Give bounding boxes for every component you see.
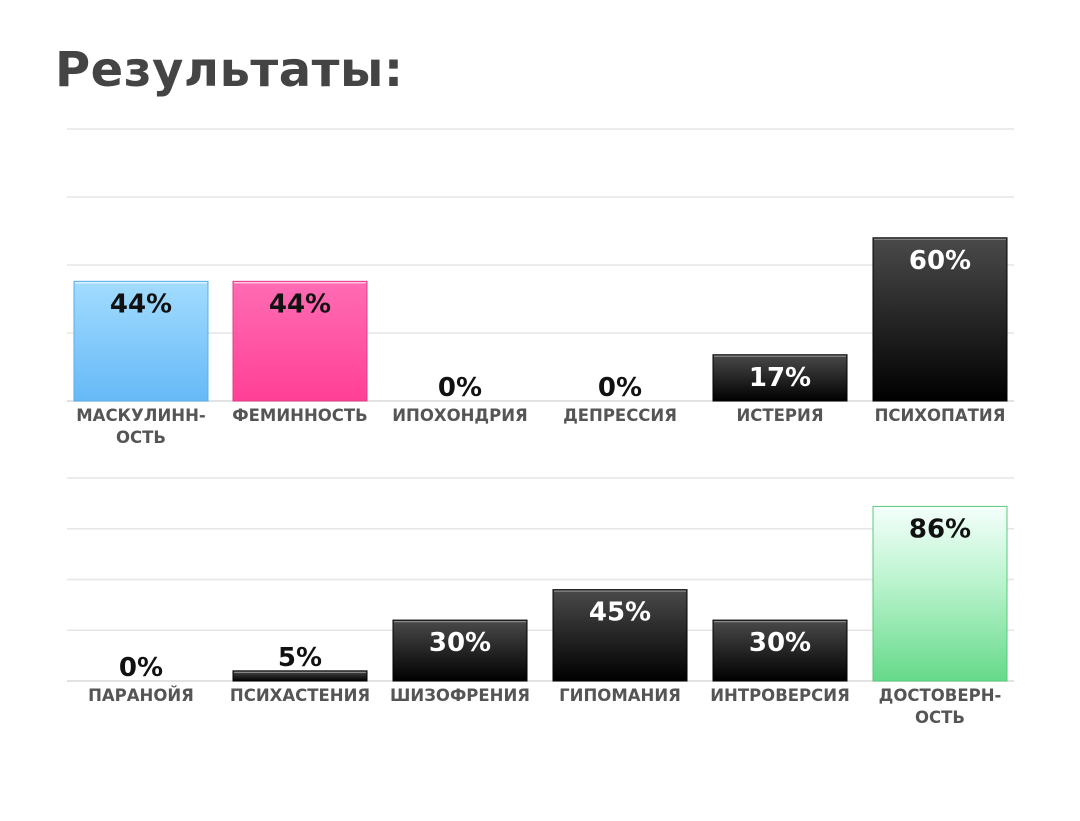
value-label: 44% bbox=[110, 289, 172, 319]
category-label: ДЕПРЕССИЯ bbox=[563, 406, 677, 425]
category-label: ПАРАНОЙЯ bbox=[88, 686, 194, 705]
bar bbox=[712, 354, 848, 402]
chart-bottom: 0% ПАРАНОЙЯ 5% ПСИХАСТЕНИЯ 30% ШИЗОФРЕНИЯ 45% Г… bbox=[67, 477, 1014, 727]
value-label: 30% bbox=[429, 628, 491, 658]
category-label: ГИПОМАНИЯ bbox=[559, 686, 681, 705]
category-label: ПСИХАСТЕНИЯ bbox=[230, 686, 370, 705]
bar bbox=[872, 237, 1008, 402]
value-label: 0% bbox=[598, 373, 642, 403]
bar bbox=[712, 619, 848, 682]
bar bbox=[232, 670, 368, 682]
category-label: ШИЗОФРЕНИЯ bbox=[390, 686, 530, 705]
page-title: Результаты: bbox=[55, 42, 404, 98]
category-label: ИНТРОВЕРСИЯ bbox=[710, 686, 850, 705]
category-label: ДОСТОВЕРН-ОСТЬ bbox=[879, 686, 1002, 727]
value-label: 45% bbox=[589, 598, 651, 628]
bar bbox=[73, 280, 209, 402]
value-label: 60% bbox=[909, 246, 971, 276]
category-label: ПСИХОПАТИЯ bbox=[875, 406, 1006, 425]
value-label: 5% bbox=[278, 643, 322, 673]
chart-top: 44% МАСКУЛИНН-ОСТЬ 44% ФЕМИННОСТЬ 0% ИПОХОНДР… bbox=[67, 128, 1014, 447]
value-label: 86% bbox=[909, 514, 971, 544]
value-label: 44% bbox=[269, 289, 331, 319]
value-label: 30% bbox=[749, 628, 811, 658]
category-label: ИПОХОНДРИЯ bbox=[392, 406, 528, 425]
value-label: 0% bbox=[438, 373, 482, 403]
bar bbox=[232, 280, 368, 402]
category-label: МАСКУЛИНН-ОСТЬ bbox=[76, 406, 206, 447]
category-label: ФЕМИННОСТЬ bbox=[232, 406, 367, 425]
category-label: ИСТЕРИЯ bbox=[736, 406, 823, 425]
bar bbox=[552, 589, 688, 682]
value-label: 17% bbox=[749, 363, 811, 393]
bar bbox=[392, 619, 528, 682]
value-label: 0% bbox=[119, 653, 163, 683]
bar bbox=[872, 505, 1008, 682]
